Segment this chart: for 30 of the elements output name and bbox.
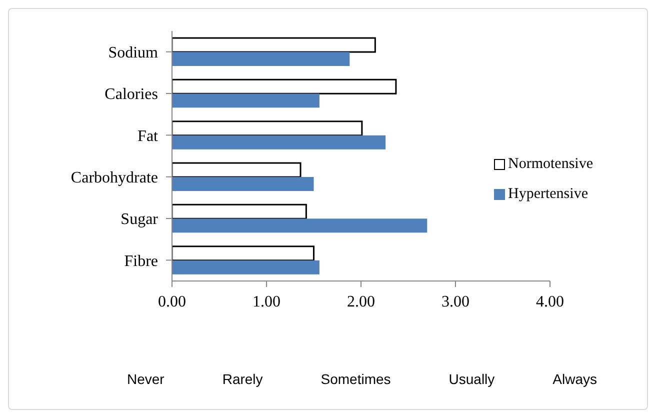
bar — [172, 246, 314, 262]
bar — [172, 162, 302, 178]
y-tick-label: Sugar — [120, 211, 159, 228]
bar — [172, 260, 320, 274]
text: Rarely — [222, 371, 263, 387]
bar — [172, 120, 363, 136]
x-tick-label: 0.00 — [158, 293, 186, 310]
bar — [172, 37, 376, 53]
bar — [172, 218, 428, 233]
text: Never — [127, 371, 164, 387]
y-tick-label: Sodium — [108, 44, 159, 62]
y-tick-label: Calories — [104, 86, 158, 104]
bar — [172, 78, 397, 94]
text: Always — [552, 371, 597, 387]
text: Sometimes — [320, 371, 391, 387]
bar — [172, 52, 350, 66]
y-tick-label: Fat — [138, 128, 159, 145]
x-tick-label: 2.00 — [347, 293, 375, 310]
bar — [172, 135, 386, 150]
y-tick-label: Fibre — [124, 252, 158, 270]
bar — [172, 204, 307, 220]
legend-label: Hypertensive — [508, 185, 588, 204]
text: Usually — [448, 371, 495, 387]
x-tick-label: 3.00 — [442, 293, 470, 310]
x-tick-label: 1.00 — [252, 293, 280, 310]
bar — [172, 177, 314, 191]
bar — [172, 94, 320, 108]
x-tick-label: 4.00 — [536, 293, 564, 310]
legend-label: Normotensive — [508, 155, 593, 174]
y-tick-label: Carbohydrate — [70, 170, 158, 187]
